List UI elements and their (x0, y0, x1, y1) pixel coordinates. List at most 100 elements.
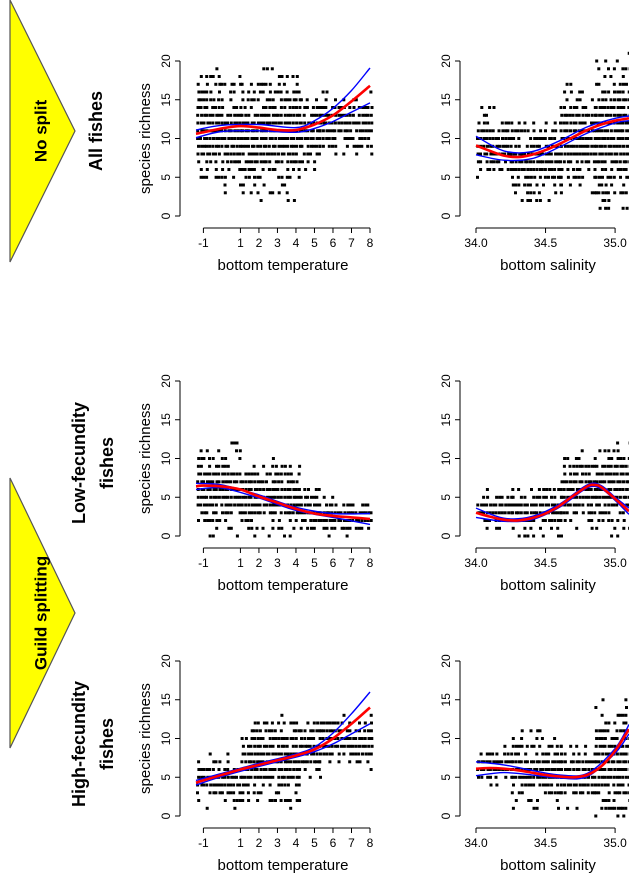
x-tick-label: 34.0 (464, 236, 488, 250)
data-point (355, 152, 359, 156)
data-point (624, 168, 628, 171)
data-point (569, 129, 572, 133)
data-point (244, 488, 248, 491)
data-point (355, 121, 358, 125)
data-point (322, 519, 326, 522)
data-point (312, 744, 316, 748)
data-point (514, 144, 518, 148)
data-point (303, 503, 307, 507)
data-point (255, 137, 259, 140)
data-point (330, 729, 334, 733)
plot-area (475, 698, 629, 818)
data-point (322, 526, 326, 530)
y-tick-label: 5 (439, 174, 453, 181)
data-point (268, 511, 272, 515)
data-point (587, 480, 591, 484)
data-point (563, 752, 567, 756)
fit-line (475, 483, 629, 522)
data-point (606, 472, 610, 476)
data-point (259, 137, 263, 140)
data-point (238, 121, 242, 125)
data-point (288, 534, 292, 538)
data-point (557, 488, 561, 491)
data-point (364, 503, 368, 507)
data-point (223, 183, 227, 187)
data-point (239, 144, 242, 148)
data-point (241, 152, 245, 156)
data-point (280, 737, 284, 740)
data-point (211, 519, 215, 522)
data-point (551, 129, 555, 133)
data-point (512, 152, 516, 156)
data-point (575, 113, 579, 117)
data-point (271, 144, 275, 148)
data-point (348, 137, 352, 140)
x-tick-label: 8 (367, 556, 374, 570)
data-point (214, 511, 218, 515)
data-point (595, 160, 599, 164)
data-point (619, 129, 623, 133)
data-point (587, 495, 591, 499)
data-point (584, 113, 588, 117)
data-point (268, 106, 272, 109)
data-point (286, 472, 290, 476)
data-point (358, 744, 361, 748)
data-point (283, 488, 287, 491)
data-point (525, 144, 529, 148)
data-point (270, 152, 274, 156)
data-point (550, 526, 553, 530)
data-point (303, 737, 307, 740)
data-point (581, 152, 585, 156)
data-point (604, 152, 608, 156)
data-point (224, 519, 228, 522)
y-tick-label: 20 (159, 374, 173, 388)
data-point (233, 503, 237, 507)
data-point (267, 152, 271, 156)
data-point (624, 98, 628, 102)
data-point (621, 129, 625, 133)
data-point (485, 760, 489, 764)
data-point (202, 121, 206, 125)
data-point (298, 799, 302, 802)
data-point (337, 113, 341, 117)
data-point (509, 760, 513, 764)
data-point (221, 775, 225, 779)
data-point (555, 744, 559, 748)
data-point (590, 519, 594, 522)
data-point (618, 495, 622, 499)
data-point (294, 760, 298, 764)
data-point (577, 113, 581, 117)
data-point (342, 752, 346, 756)
x-axis-label: bottom temperature (218, 257, 349, 274)
data-point (563, 480, 567, 484)
data-point (229, 526, 233, 530)
y-tick-label: 5 (439, 494, 453, 501)
data-point (325, 90, 329, 94)
data-point (590, 464, 594, 468)
data-point (550, 519, 554, 522)
data-point (625, 480, 629, 484)
data-point (563, 519, 567, 522)
data-point (517, 744, 521, 748)
data-point (590, 113, 594, 117)
data-point (297, 783, 301, 787)
data-point (363, 729, 367, 733)
data-point (601, 464, 605, 468)
data-point (276, 472, 280, 476)
data-point (601, 698, 605, 702)
data-point (328, 129, 332, 133)
data-point (279, 511, 283, 515)
data-point (361, 511, 365, 515)
data-point (246, 519, 250, 522)
data-point (256, 472, 260, 476)
x-tick-label: 3 (274, 836, 281, 850)
y-tick-label: 5 (159, 494, 173, 501)
data-point (306, 721, 310, 725)
data-point (301, 760, 304, 764)
data-point (238, 472, 242, 476)
data-point (297, 472, 301, 476)
data-point (217, 472, 221, 476)
data-point (556, 760, 560, 764)
data-point (249, 495, 253, 499)
